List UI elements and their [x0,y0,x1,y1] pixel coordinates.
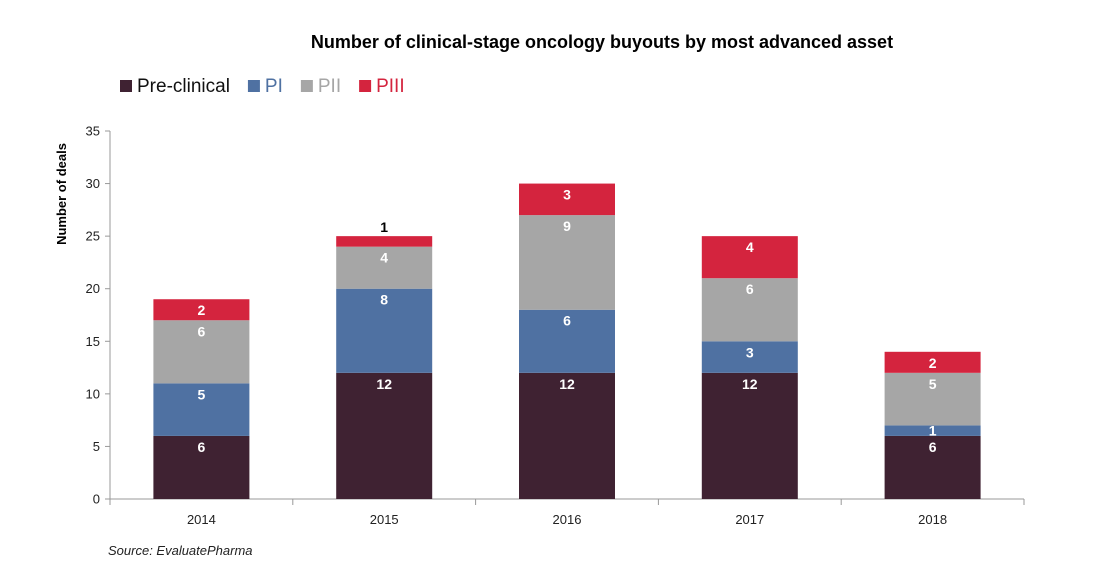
data-label: 6 [746,281,754,297]
bar-segment-pi-2016 [519,309,615,373]
legend-label: PIII [376,76,405,97]
bar-segment-pii-2016 [519,215,615,310]
chart-title: Number of clinical-stage oncology buyout… [311,32,893,52]
bar-segment-pi-2014 [153,383,250,436]
x-tick-label: 2017 [735,512,764,527]
y-tick-label: 5 [93,439,100,454]
data-label: 3 [563,187,571,203]
legend-swatch [247,80,260,92]
bar-segment-pre-clinical-2017 [701,372,798,499]
y-tick-label: 15 [86,334,100,349]
data-label: 4 [380,250,388,266]
bar-segment-piii-2016 [519,183,615,216]
bars [153,183,981,499]
legend: Pre-clinical PI PII PIII [120,76,405,97]
x-tick-label: 2015 [370,512,399,527]
legend-swatch [359,80,372,92]
legend-label: Pre-clinical [137,76,230,97]
y-tick-label: 30 [86,176,100,191]
bar-segment-pre-clinical-2014 [153,435,250,499]
bar-segment-pre-clinical-2015 [336,372,433,499]
data-label: 8 [380,292,388,308]
data-label: 6 [929,439,937,455]
y-tick-label: 20 [86,281,100,296]
bar-segment-pi-2018 [884,425,981,436]
bar-segment-pii-2014 [153,320,250,384]
bar-segment-pi-2017 [701,341,798,373]
data-label: 12 [376,376,392,392]
x-axis: 2014 2015 2016 2017 2018 [109,498,1025,527]
bar-segment-piii-2018 [884,351,981,373]
bar-segment-pre-clinical-2018 [884,435,981,499]
data-label: 2 [198,302,206,318]
y-tick-label: 25 [86,229,100,244]
data-label: 2 [929,355,937,371]
data-label: 12 [559,376,575,392]
bar-segment-pii-2015 [336,246,433,289]
data-label: 6 [563,313,571,329]
y-tick-label: 0 [93,492,100,507]
data-label: 1 [929,423,937,439]
y-tick-label: 35 [86,124,100,139]
bar-segment-pre-clinical-2016 [519,372,615,499]
bar-segment-pii-2018 [884,372,981,426]
bar-segment-pi-2015 [336,288,433,373]
source-note: Source: EvaluatePharma [108,543,253,558]
data-label: 6 [198,439,206,455]
y-tick-label: 10 [86,386,100,401]
y-axis-label: Number of deals [54,143,69,245]
bar-segment-piii-2015 [336,236,433,247]
x-tick-label: 2016 [553,512,582,527]
data-label: 5 [929,376,937,392]
bar-segment-piii-2017 [701,236,798,279]
data-label: 3 [746,344,754,360]
data-label: 9 [563,218,571,234]
data-label: 1 [380,219,388,235]
data-label: 6 [198,323,206,339]
x-tick-label: 2018 [918,512,947,527]
legend-label: PI [265,76,283,97]
data-label: 4 [746,239,754,255]
data-label: 5 [198,386,206,402]
legend-swatch [120,80,132,92]
x-tick-label: 2014 [187,512,216,527]
bar-segment-piii-2014 [153,299,250,321]
y-axis: 0 5 10 15 20 25 30 35 [86,124,111,507]
data-label: 12 [742,376,758,392]
bar-segment-pii-2017 [701,278,798,342]
legend-swatch [300,80,313,92]
legend-label: PII [318,76,341,97]
